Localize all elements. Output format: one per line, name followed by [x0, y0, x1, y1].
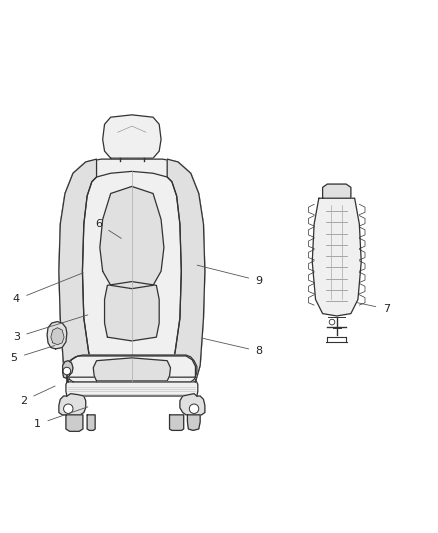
Polygon shape	[87, 415, 95, 430]
Text: 3: 3	[13, 315, 88, 342]
Text: 5: 5	[11, 345, 55, 364]
Polygon shape	[51, 328, 64, 345]
Polygon shape	[100, 187, 164, 289]
Text: 6: 6	[95, 219, 121, 238]
Polygon shape	[170, 415, 184, 430]
Polygon shape	[312, 198, 361, 316]
Text: 1: 1	[34, 407, 88, 429]
Polygon shape	[59, 159, 96, 382]
Polygon shape	[180, 394, 205, 415]
Polygon shape	[82, 172, 181, 382]
Polygon shape	[323, 184, 351, 198]
Text: 4: 4	[13, 273, 83, 304]
Circle shape	[329, 319, 335, 325]
Text: 2: 2	[20, 386, 55, 406]
Polygon shape	[105, 281, 159, 341]
Polygon shape	[59, 159, 205, 382]
Polygon shape	[66, 415, 83, 431]
Circle shape	[63, 367, 71, 375]
Polygon shape	[167, 159, 205, 382]
Polygon shape	[68, 356, 195, 382]
Text: 7: 7	[357, 303, 390, 314]
Text: 8: 8	[202, 338, 263, 356]
Polygon shape	[66, 379, 198, 396]
Circle shape	[64, 404, 73, 414]
Polygon shape	[93, 358, 170, 381]
Circle shape	[189, 404, 199, 414]
Polygon shape	[59, 394, 86, 415]
Text: 9: 9	[197, 265, 263, 286]
Polygon shape	[102, 115, 161, 158]
Polygon shape	[63, 361, 73, 378]
Polygon shape	[47, 321, 67, 349]
Polygon shape	[67, 355, 197, 377]
Polygon shape	[187, 415, 200, 430]
